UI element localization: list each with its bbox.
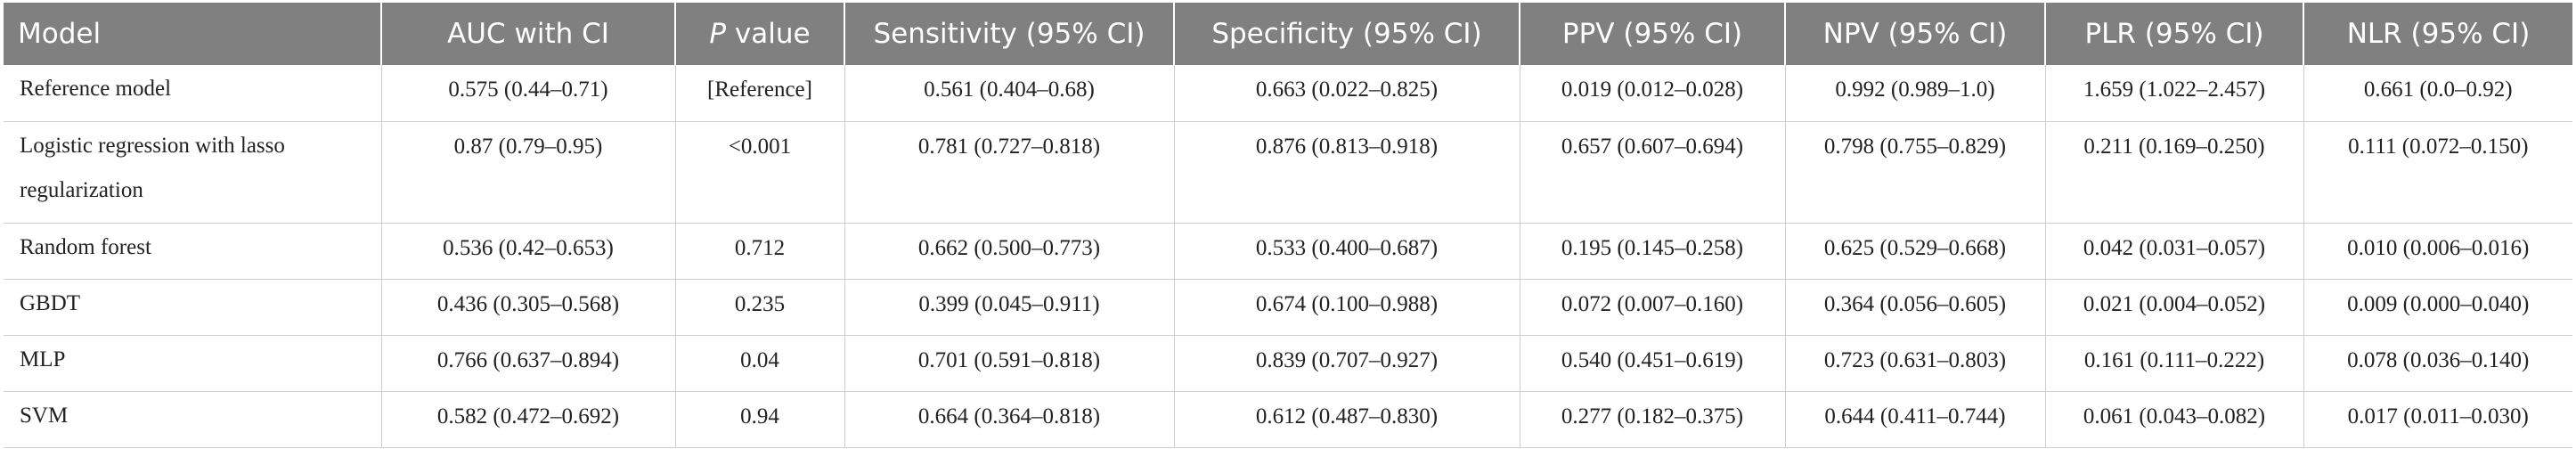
cell-specificity: 0.839 (0.707–0.927) xyxy=(1173,335,1520,392)
cell-ppv: 0.019 (0.012–0.028) xyxy=(1519,65,1785,122)
cell-nlr: 0.111 (0.072–0.150) xyxy=(2303,121,2572,224)
table-row: MLP 0.766 (0.637–0.894) 0.04 0.701 (0.59… xyxy=(4,335,2572,392)
header-ppv: PPV (95% CI) xyxy=(1519,3,1785,65)
table-row: Random forest 0.536 (0.42–0.653) 0.712 0… xyxy=(4,223,2572,280)
cell-plr: 1.659 (1.022–2.457) xyxy=(2044,65,2303,122)
cell-specificity: 0.612 (0.487–0.830) xyxy=(1173,391,1520,448)
header-sensitivity: Sensitivity (95% CI) xyxy=(844,3,1174,65)
cell-model: Random forest xyxy=(4,223,381,280)
cell-npv: 0.364 (0.056–0.605) xyxy=(1784,279,2045,336)
table-row: SVM 0.582 (0.472–0.692) 0.94 0.664 (0.36… xyxy=(4,391,2572,448)
cell-p-value: 0.712 xyxy=(674,223,844,280)
cell-sensitivity: 0.561 (0.404–0.68) xyxy=(844,65,1174,122)
header-p-value: P value xyxy=(674,3,844,65)
cell-specificity: 0.674 (0.100–0.988) xyxy=(1173,279,1520,336)
cell-sensitivity: 0.664 (0.364–0.818) xyxy=(844,391,1174,448)
cell-sensitivity: 0.399 (0.045–0.911) xyxy=(844,279,1174,336)
cell-specificity: 0.876 (0.813–0.918) xyxy=(1173,121,1520,224)
cell-sensitivity: 0.701 (0.591–0.818) xyxy=(844,335,1174,392)
cell-npv: 0.798 (0.755–0.829) xyxy=(1784,121,2045,224)
cell-auc: 0.582 (0.472–0.692) xyxy=(380,391,675,448)
cell-ppv: 0.277 (0.182–0.375) xyxy=(1519,391,1785,448)
header-nlr: NLR (95% CI) xyxy=(2303,3,2572,65)
cell-plr: 0.161 (0.111–0.222) xyxy=(2044,335,2303,392)
cell-specificity: 0.663 (0.022–0.825) xyxy=(1173,65,1520,122)
cell-npv: 0.992 (0.989–1.0) xyxy=(1784,65,2045,122)
cell-auc: 0.87 (0.79–0.95) xyxy=(380,121,675,224)
cell-ppv: 0.540 (0.451–0.619) xyxy=(1519,335,1785,392)
cell-p-value: 0.04 xyxy=(674,335,844,392)
cell-p-value: <0.001 xyxy=(674,121,844,224)
cell-auc: 0.766 (0.637–0.894) xyxy=(380,335,675,392)
table-row: GBDT 0.436 (0.305–0.568) 0.235 0.399 (0.… xyxy=(4,279,2572,336)
cell-nlr: 0.078 (0.036–0.140) xyxy=(2303,335,2572,392)
cell-npv: 0.723 (0.631–0.803) xyxy=(1784,335,2045,392)
cell-p-value: 0.94 xyxy=(674,391,844,448)
cell-nlr: 0.661 (0.0–0.92) xyxy=(2303,65,2572,122)
cell-specificity: 0.533 (0.400–0.687) xyxy=(1173,223,1520,280)
cell-plr: 0.021 (0.004–0.052) xyxy=(2044,279,2303,336)
cell-sensitivity: 0.781 (0.727–0.818) xyxy=(844,121,1174,224)
table-row: Logistic regression with lasso regulariz… xyxy=(4,121,2572,224)
header-model: Model xyxy=(4,3,381,65)
cell-auc: 0.536 (0.42–0.653) xyxy=(380,223,675,280)
cell-auc: 0.575 (0.44–0.71) xyxy=(380,65,675,122)
cell-model: Logistic regression with lasso regulariz… xyxy=(4,121,381,224)
table-row: Reference model 0.575 (0.44–0.71) [Refer… xyxy=(4,65,2572,122)
cell-auc: 0.436 (0.305–0.568) xyxy=(380,279,675,336)
cell-p-value: [Reference] xyxy=(674,65,844,122)
cell-nlr: 0.009 (0.000–0.040) xyxy=(2303,279,2572,336)
cell-model: SVM xyxy=(4,391,381,448)
header-row: Model AUC with CI P value Sensitivity (9… xyxy=(4,3,2572,65)
header-p-letter: P xyxy=(709,18,727,50)
cell-plr: 0.042 (0.031–0.057) xyxy=(2044,223,2303,280)
cell-plr: 0.061 (0.043–0.082) xyxy=(2044,391,2303,448)
cell-model: GBDT xyxy=(4,279,381,336)
cell-plr: 0.211 (0.169–0.250) xyxy=(2044,121,2303,224)
cell-sensitivity: 0.662 (0.500–0.773) xyxy=(844,223,1174,280)
header-auc: AUC with CI xyxy=(380,3,675,65)
cell-p-value: 0.235 xyxy=(674,279,844,336)
header-p-suffix: value xyxy=(726,18,811,50)
model-performance-table: Model AUC with CI P value Sensitivity (9… xyxy=(4,3,2572,448)
cell-nlr: 0.010 (0.006–0.016) xyxy=(2303,223,2572,280)
cell-ppv: 0.657 (0.607–0.694) xyxy=(1519,121,1785,224)
cell-model: Reference model xyxy=(4,65,381,122)
cell-npv: 0.625 (0.529–0.668) xyxy=(1784,223,2045,280)
cell-ppv: 0.072 (0.007–0.160) xyxy=(1519,279,1785,336)
header-specificity: Specificity (95% CI) xyxy=(1173,3,1520,65)
cell-nlr: 0.017 (0.011–0.030) xyxy=(2303,391,2572,448)
cell-npv: 0.644 (0.411–0.744) xyxy=(1784,391,2045,448)
header-npv: NPV (95% CI) xyxy=(1784,3,2045,65)
header-plr: PLR (95% CI) xyxy=(2044,3,2303,65)
cell-model: MLP xyxy=(4,335,381,392)
cell-ppv: 0.195 (0.145–0.258) xyxy=(1519,223,1785,280)
